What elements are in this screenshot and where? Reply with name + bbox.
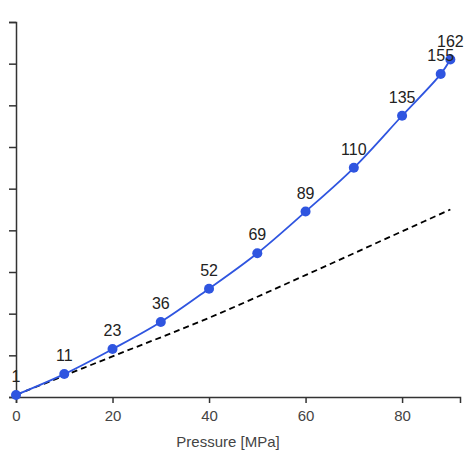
point	[397, 111, 407, 121]
y-tick-mark	[9, 230, 16, 232]
dashed-line	[16, 210, 450, 395]
x-tick: 40	[201, 397, 218, 424]
x-tick: 0	[12, 397, 20, 424]
data-label: 89	[297, 185, 315, 202]
point	[11, 390, 21, 400]
y-tick-mark	[9, 22, 16, 24]
x-tick-mark	[112, 397, 114, 403]
y-tick	[9, 314, 16, 315]
x-axis: 0 20 40 60 80	[12, 397, 460, 424]
x-tick-label: 60	[298, 407, 315, 424]
y-tick	[9, 355, 16, 356]
point	[59, 369, 69, 379]
data-label: 155	[427, 47, 454, 64]
data-label: 52	[200, 262, 218, 279]
y-tick-mark	[9, 313, 16, 315]
point	[108, 344, 118, 354]
point	[204, 284, 214, 294]
data-label: 23	[104, 322, 122, 339]
y-tick-mark	[9, 147, 16, 149]
data-labels: 1112336526989110135155162	[12, 33, 464, 385]
y-tick-mark	[9, 188, 16, 190]
y-tick	[9, 189, 16, 190]
point	[349, 163, 359, 173]
data-label: 1	[12, 368, 21, 385]
y-tick	[9, 230, 16, 231]
marks	[11, 55, 455, 400]
data-label: 69	[248, 226, 266, 243]
x-axis-line	[17, 398, 461, 404]
y-tick	[9, 147, 16, 148]
x-tick: 20	[105, 397, 122, 424]
x-axis-title: Pressure [MPa]	[176, 433, 279, 450]
y-tick	[9, 22, 16, 23]
x-tick-label: 80	[394, 407, 411, 424]
point	[252, 248, 262, 258]
point	[436, 69, 446, 79]
chart: 0204060801112336526989110135155162Pressu…	[0, 0, 474, 474]
line	[16, 60, 450, 395]
point	[156, 317, 166, 327]
point	[301, 207, 311, 217]
x-tick-mark	[402, 397, 404, 403]
x-tick: 80	[394, 397, 411, 424]
x-tick-mark	[209, 397, 211, 403]
y-axis-line	[9, 23, 17, 398]
y-tick-mark	[9, 105, 16, 107]
x-tick-mark	[305, 397, 307, 403]
x-tick-label: 0	[12, 407, 20, 424]
y-tick	[9, 105, 16, 106]
data-label: 11	[56, 347, 73, 364]
x-tick-label: 20	[105, 407, 122, 424]
y-tick	[9, 64, 16, 65]
plot: 0204060801112336526989110135155162	[9, 23, 464, 425]
data-label: 162	[437, 33, 464, 50]
y-tick-mark	[9, 355, 16, 357]
y-tick	[9, 272, 16, 273]
data-label: 110	[341, 141, 367, 158]
x-tick: 60	[298, 397, 315, 424]
data-label: 135	[389, 89, 416, 106]
data-label: 36	[152, 295, 170, 312]
y-axis	[9, 23, 17, 398]
x-tick-label: 40	[201, 407, 218, 424]
y-tick-mark	[9, 272, 16, 274]
y-tick-mark	[9, 63, 16, 65]
